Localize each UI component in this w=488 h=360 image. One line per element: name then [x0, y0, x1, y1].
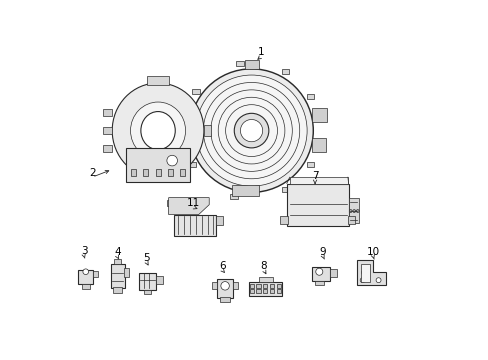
Bar [249, 289, 253, 293]
Bar [263, 284, 267, 288]
Circle shape [189, 69, 313, 192]
Bar [103, 145, 112, 152]
Text: 6: 6 [219, 261, 225, 271]
Bar [167, 170, 173, 176]
Bar [139, 273, 156, 291]
Text: 5: 5 [143, 253, 149, 262]
Bar [312, 267, 329, 281]
Bar [280, 216, 287, 224]
Bar [232, 185, 258, 196]
Bar [306, 94, 314, 99]
Polygon shape [357, 260, 385, 285]
Bar [229, 194, 237, 199]
Bar [249, 284, 253, 288]
Text: 4: 4 [114, 247, 121, 257]
Bar [348, 198, 358, 223]
Bar [143, 290, 151, 294]
Text: 7: 7 [311, 171, 318, 181]
Bar [114, 259, 121, 264]
Bar [232, 282, 238, 289]
Bar [216, 216, 223, 225]
Bar [126, 148, 189, 182]
Bar [78, 270, 93, 284]
Bar [289, 177, 347, 184]
Bar [311, 138, 325, 152]
Bar [143, 170, 148, 176]
Circle shape [361, 269, 368, 276]
Bar [166, 200, 173, 207]
Bar [155, 170, 160, 176]
Bar [314, 280, 323, 285]
Bar [281, 187, 289, 192]
Text: 3: 3 [81, 246, 87, 256]
Bar [180, 170, 185, 176]
Bar [276, 289, 280, 293]
Bar [220, 297, 229, 302]
Text: 9: 9 [319, 247, 326, 257]
Bar [212, 282, 217, 289]
Bar [347, 216, 354, 224]
Bar [131, 170, 136, 176]
Text: 8: 8 [260, 261, 266, 271]
Bar [103, 109, 112, 117]
Bar [81, 284, 90, 289]
Bar [217, 279, 232, 298]
Circle shape [375, 278, 380, 283]
Circle shape [234, 113, 268, 148]
Bar [188, 162, 196, 167]
Ellipse shape [141, 112, 175, 150]
Bar [256, 289, 260, 293]
Circle shape [356, 210, 358, 212]
Bar [269, 289, 274, 293]
Bar [281, 69, 289, 75]
Polygon shape [360, 264, 369, 282]
Bar [235, 61, 243, 66]
Bar [269, 284, 274, 288]
Bar [177, 124, 191, 138]
Bar [263, 289, 267, 293]
Bar [111, 264, 124, 288]
Ellipse shape [112, 83, 203, 178]
Circle shape [352, 210, 355, 212]
Bar [113, 287, 122, 293]
Bar [306, 162, 314, 167]
Bar [276, 284, 280, 288]
Bar [123, 268, 129, 277]
Bar [244, 60, 258, 69]
Circle shape [348, 210, 351, 212]
Text: 2: 2 [89, 168, 95, 178]
Circle shape [166, 155, 177, 166]
Text: 11: 11 [186, 198, 200, 208]
Bar [103, 127, 112, 134]
Circle shape [221, 282, 229, 290]
Circle shape [240, 120, 262, 142]
Ellipse shape [130, 102, 185, 159]
Circle shape [83, 269, 88, 275]
Text: 1: 1 [258, 47, 264, 57]
Bar [258, 277, 272, 282]
Bar [256, 284, 260, 288]
Circle shape [196, 75, 306, 186]
Circle shape [360, 278, 365, 283]
Bar [286, 184, 348, 226]
Bar [93, 271, 98, 277]
Bar [203, 125, 210, 136]
Bar [248, 282, 282, 296]
Bar [156, 276, 163, 284]
Bar [311, 108, 327, 122]
Bar [329, 269, 336, 277]
Bar [174, 215, 216, 236]
Bar [191, 89, 199, 94]
Circle shape [315, 268, 322, 275]
Polygon shape [168, 198, 209, 215]
Bar [147, 76, 168, 85]
Text: 10: 10 [366, 247, 379, 257]
